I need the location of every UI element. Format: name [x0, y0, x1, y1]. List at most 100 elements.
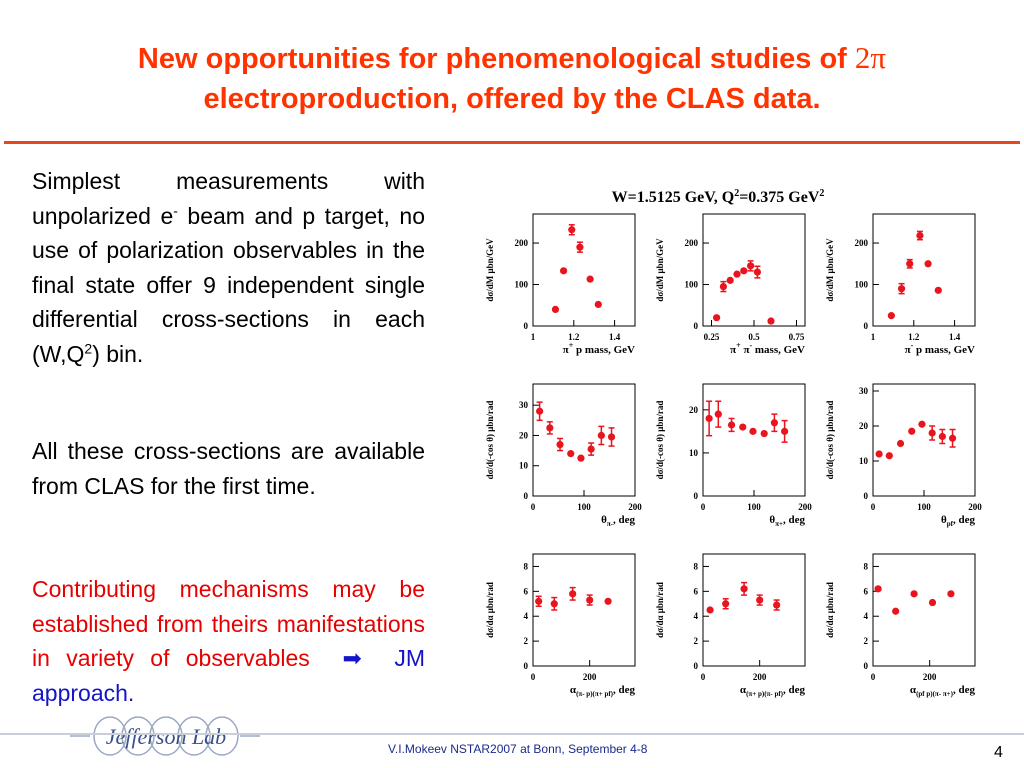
title-line1: New opportunities for phenomenological s…	[137, 43, 855, 75]
title-pi: 2π	[854, 40, 887, 75]
x-axis-label: α(pf p)(π- π+), deg	[910, 684, 976, 698]
y-tick-label: 4	[694, 611, 699, 621]
panel-frame	[532, 383, 636, 497]
data-point	[773, 601, 781, 609]
x-tick-label: 200	[628, 502, 642, 512]
x-tick-label: 100	[917, 502, 931, 512]
y-axis-label: dσ/d(-cos θ) μbn/rad	[825, 401, 835, 480]
y-tick-label: 2	[694, 636, 699, 646]
data-point	[928, 429, 936, 437]
y-axis-label: dσ/dα μbn/rad	[825, 582, 835, 638]
data-point	[719, 282, 727, 291]
y-tick-label: 0	[524, 321, 529, 331]
x-tick-label: 1.4	[609, 332, 621, 342]
y-tick-label: 6	[694, 586, 699, 596]
data-point	[726, 276, 734, 284]
y-tick-label: 10	[859, 456, 869, 466]
data-point	[892, 607, 900, 615]
x-tick-label: 0	[531, 502, 536, 512]
y-tick-label: 4	[524, 611, 529, 621]
panel-8: 0 200 0 2 4 6 8 dσ/dα μbn/rad α(π+ p)(π- pf), de…	[655, 553, 806, 698]
data-point	[747, 262, 755, 270]
data-point	[536, 407, 544, 415]
y-tick-label: 20	[519, 430, 529, 440]
data-point	[577, 454, 585, 462]
x-tick-label: 1.4	[949, 332, 961, 342]
panel-frame	[702, 553, 806, 667]
x-axis-label: π+ p mass, GeV	[563, 341, 635, 356]
data-point	[885, 452, 893, 460]
panel-5: 0 100 200 0 10 20 dσ/d(-cos θ) μbn/rad θπ+, deg	[655, 383, 812, 528]
page-number: 4	[994, 744, 1003, 761]
x-tick-label: 200	[923, 672, 937, 682]
data-point	[560, 267, 568, 275]
x-tick-label: 0	[531, 672, 536, 682]
data-point	[714, 410, 722, 418]
data-point	[706, 606, 714, 614]
data-point	[713, 314, 721, 322]
x-axis-label: α(π+ p)(π- pf), deg	[740, 684, 806, 698]
data-point	[874, 585, 882, 593]
x-tick-label: 200	[968, 502, 982, 512]
y-tick-label: 10	[689, 448, 699, 458]
data-point	[551, 305, 560, 314]
title-rule	[4, 141, 1020, 144]
panel-1: 1 1.2 1.4 0 100 200 dσ/dM μbn/GeV π+ p mass, Ge…	[485, 213, 636, 356]
data-point	[587, 445, 595, 453]
p1-text-c: ) bin.	[92, 340, 144, 367]
data-point	[756, 596, 764, 604]
y-tick-label: 0	[524, 491, 529, 501]
y-tick-label: 10	[519, 461, 529, 471]
data-point	[916, 231, 924, 240]
y-tick-label: 4	[864, 611, 869, 621]
x-tick-label: 0	[871, 502, 876, 512]
x-axis-label: π+ π- mass, GeV	[730, 341, 805, 356]
data-point	[938, 432, 946, 441]
chart-title: W=1.5125 GeV, Q2=0.375 GeV2	[612, 188, 825, 206]
data-point	[749, 427, 757, 435]
panel-4: 0 100 200 0 10 20 30 dσ/d(-cos θ) μbn/rad θπ-, d…	[485, 383, 642, 528]
panel-frame	[532, 213, 636, 327]
data-point	[727, 421, 736, 429]
p1-text-a: Simplest measurements with unpolarized e	[32, 168, 425, 229]
data-point	[740, 267, 748, 275]
y-axis-label: dσ/dM μbn/GeV	[825, 238, 835, 302]
panel-2: 0.25 0.5 0.75 0 100 200 dσ/dM μbn/GeV π+ π- mas…	[655, 213, 806, 356]
data-point	[546, 424, 554, 432]
paragraph-mechanisms: Contributing mechanisms may be establish…	[32, 572, 425, 710]
data-point	[705, 414, 713, 423]
data-point	[597, 431, 605, 440]
panel-frame	[532, 553, 636, 667]
data-point	[586, 596, 594, 604]
data-point	[753, 268, 761, 276]
y-tick-label: 2	[524, 636, 529, 646]
y-tick-label: 200	[855, 238, 869, 248]
data-point	[770, 419, 778, 427]
data-point	[887, 312, 895, 320]
y-tick-label: 0	[694, 661, 699, 671]
y-tick-label: 200	[515, 238, 529, 248]
x-tick-label: 0.75	[789, 332, 805, 342]
data-point	[781, 427, 789, 435]
title-line2: electroproduction, offered by the CLAS d…	[203, 83, 821, 115]
y-tick-label: 0	[694, 321, 699, 331]
data-point	[948, 434, 957, 442]
arrow-right-icon: ➡	[342, 645, 362, 671]
data-point	[928, 598, 937, 607]
x-tick-label: 100	[577, 502, 591, 512]
x-tick-label: 0	[871, 672, 876, 682]
y-tick-label: 0	[864, 321, 869, 331]
y-tick-label: 8	[864, 561, 869, 571]
y-axis-label: dσ/dM μbn/GeV	[655, 238, 665, 302]
y-axis-label: dσ/d(-cos θ) μbn/rad	[655, 401, 665, 480]
y-tick-label: 100	[515, 280, 529, 290]
x-tick-label: 200	[583, 672, 597, 682]
y-tick-label: 0	[864, 661, 869, 671]
data-point	[875, 450, 883, 458]
x-tick-label: 0	[701, 672, 706, 682]
p1-sup-minus: -	[173, 201, 178, 218]
data-point	[733, 270, 741, 278]
svg-text:Jefferson Lab: Jefferson Lab	[106, 724, 226, 749]
x-tick-label: 200	[753, 672, 767, 682]
